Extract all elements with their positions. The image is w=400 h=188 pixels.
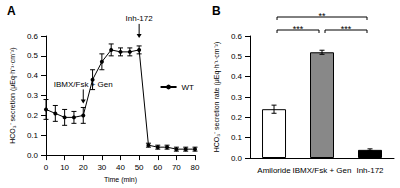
svg-text:0.5: 0.5: [231, 52, 243, 61]
svg-text:**: **: [319, 11, 327, 21]
svg-text:0.2: 0.2: [231, 113, 243, 122]
svg-text:Time (min): Time (min): [104, 176, 137, 184]
svg-text:0.0: 0.0: [231, 154, 243, 163]
svg-text:40: 40: [116, 163, 125, 172]
svg-text:0: 0: [44, 163, 49, 172]
svg-text:B: B: [212, 4, 221, 18]
svg-text:***: ***: [293, 24, 304, 34]
svg-text:80: 80: [191, 163, 200, 172]
svg-text:60: 60: [153, 163, 162, 172]
svg-text:A: A: [7, 4, 16, 18]
svg-text:0.3: 0.3: [27, 91, 39, 100]
svg-text:0.4: 0.4: [27, 71, 39, 80]
svg-text:0.3: 0.3: [231, 93, 243, 102]
svg-text:20: 20: [79, 163, 88, 172]
svg-text:IBMX/Fsk + Gen: IBMX/Fsk + Gen: [54, 80, 113, 89]
svg-text:0.2: 0.2: [27, 111, 39, 120]
svg-text:0.1: 0.1: [231, 133, 243, 142]
svg-text:50: 50: [135, 163, 144, 172]
svg-text:0.6: 0.6: [27, 32, 39, 41]
svg-text:Amiloride: Amiloride: [257, 166, 291, 175]
svg-text:0.5: 0.5: [27, 51, 39, 60]
svg-text:HCO₃⁻ secretion (μEq·h⁻¹·cm⁻²): HCO₃⁻ secretion (μEq·h⁻¹·cm⁻²): [9, 47, 17, 144]
svg-text:Inh-172: Inh-172: [356, 166, 384, 175]
svg-text:***: ***: [341, 24, 352, 34]
svg-text:Inh-172: Inh-172: [126, 14, 154, 23]
svg-text:0.4: 0.4: [231, 72, 243, 81]
svg-text:WT: WT: [182, 83, 195, 92]
svg-text:0.0: 0.0: [27, 151, 39, 160]
svg-text:0.6: 0.6: [231, 32, 243, 41]
svg-text:70: 70: [172, 163, 181, 172]
svg-text:30: 30: [97, 163, 106, 172]
svg-text:IBMX/Fsk + Gen: IBMX/Fsk + Gen: [293, 166, 352, 175]
svg-text:10: 10: [60, 163, 69, 172]
svg-text:HCO₃⁻ secretion rate (μEq·h⁻¹·: HCO₃⁻ secretion rate (μEq·h⁻¹·cm⁻²): [213, 42, 221, 153]
svg-text:0.1: 0.1: [27, 131, 39, 140]
